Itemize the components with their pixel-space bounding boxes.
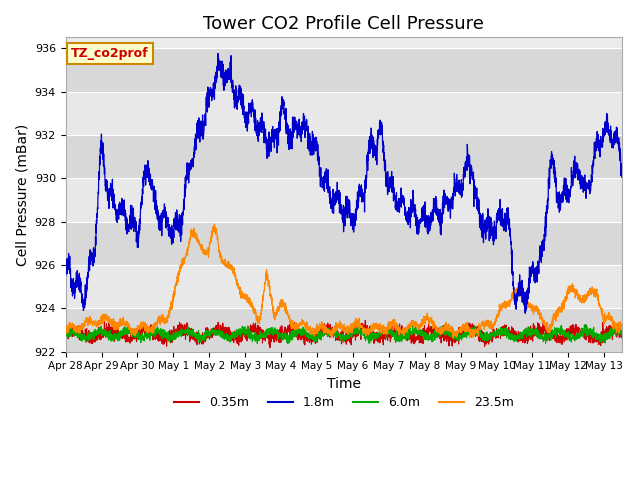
- Bar: [66, 135, 622, 178]
- Bar: [66, 178, 622, 222]
- Bar: [66, 92, 622, 135]
- Bar: [66, 308, 622, 351]
- Bar: [66, 222, 622, 265]
- Y-axis label: Cell Pressure (mBar): Cell Pressure (mBar): [15, 123, 29, 265]
- Bar: [66, 48, 622, 92]
- Text: TZ_co2prof: TZ_co2prof: [71, 47, 149, 60]
- Bar: [66, 265, 622, 308]
- X-axis label: Time: Time: [327, 377, 361, 391]
- Title: Tower CO2 Profile Cell Pressure: Tower CO2 Profile Cell Pressure: [204, 15, 484, 33]
- Legend: 0.35m, 1.8m, 6.0m, 23.5m: 0.35m, 1.8m, 6.0m, 23.5m: [169, 391, 519, 414]
